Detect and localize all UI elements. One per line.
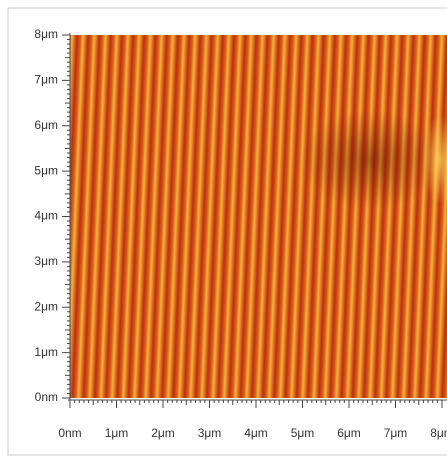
x-tick-label: 6μm bbox=[337, 426, 361, 440]
x-tick-label: 3μm bbox=[198, 426, 222, 440]
minor-ticks bbox=[65, 39, 438, 405]
x-tick-label: 4μm bbox=[244, 426, 268, 440]
y-tick-label: 6μm bbox=[34, 118, 58, 132]
x-tick-label: 2μm bbox=[151, 426, 175, 440]
y-tick-label: 2μm bbox=[34, 299, 58, 313]
y-tick-label: 0nm bbox=[35, 390, 58, 404]
y-tick-label: 8μm bbox=[34, 27, 58, 41]
x-tick-label: 1μm bbox=[105, 426, 129, 440]
y-tick-label: 4μm bbox=[34, 209, 58, 223]
afm-image bbox=[70, 35, 447, 398]
y-tick-label: 7μm bbox=[34, 73, 58, 87]
frame bbox=[7, 7, 447, 456]
x-tick-label: 8μm bbox=[430, 426, 447, 440]
y-tick-label: 5μm bbox=[34, 163, 58, 177]
x-tick-label: 0nm bbox=[58, 426, 81, 440]
x-tick-label: 7μm bbox=[384, 426, 408, 440]
x-tick-label: 5μm bbox=[291, 426, 315, 440]
y-tick-label: 1μm bbox=[34, 345, 58, 359]
y-tick-label: 3μm bbox=[34, 254, 58, 268]
